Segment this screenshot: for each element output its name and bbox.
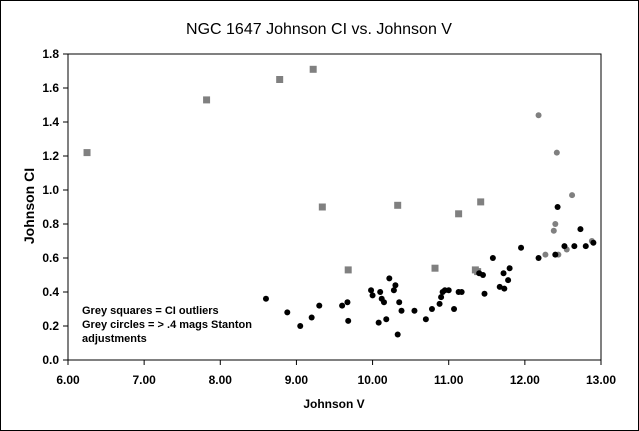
x-axis-label: Johnson V xyxy=(303,397,364,411)
plot-area xyxy=(67,53,602,361)
data-point-square xyxy=(276,76,284,83)
data-point-black-circle xyxy=(518,244,525,251)
data-point-square xyxy=(318,203,326,211)
data-point-black-circle xyxy=(496,283,503,290)
x-axis: 6.00 7.00 8.00 9.00 10.00 11.00 12.00 13.00 xyxy=(56,360,616,387)
data-point-black-circle xyxy=(458,289,465,295)
data-point-square xyxy=(344,266,352,274)
data-point-black-circle xyxy=(554,204,561,210)
data-point-square xyxy=(309,65,317,73)
data-point-square xyxy=(83,149,91,157)
data-point-square xyxy=(455,210,463,218)
data-point-black-circle xyxy=(398,307,405,314)
y-tick-label: 1.2 xyxy=(42,149,59,163)
data-point-black-circle xyxy=(561,243,568,250)
chart-title: NGC 1647 Johnson CI vs. Johnson V xyxy=(186,21,452,38)
data-point-black-circle xyxy=(481,290,488,297)
data-point-grey-circle xyxy=(542,251,549,258)
data-point-black-circle xyxy=(377,289,384,295)
data-point-black-circle xyxy=(339,302,346,309)
data-point-black-circle xyxy=(390,287,397,294)
data-point-square xyxy=(203,96,211,104)
y-tick-label: 1.4 xyxy=(42,115,59,129)
data-point-square xyxy=(431,264,439,272)
data-point-black-circle xyxy=(577,226,584,233)
data-point-black-circle xyxy=(380,299,387,306)
data-point-black-circle xyxy=(422,316,429,323)
data-point-black-circle xyxy=(479,272,486,278)
data-point-grey-circle xyxy=(535,112,542,119)
x-tick-label: 11.00 xyxy=(434,373,464,387)
x-tick-label: 12.00 xyxy=(510,373,540,387)
data-point-black-circle xyxy=(445,287,452,294)
data-point-black-circle xyxy=(552,251,559,258)
x-tick-label: 6.00 xyxy=(56,373,80,387)
y-tick-label: 0.8 xyxy=(42,217,59,231)
data-point-black-circle xyxy=(262,295,269,302)
data-point-black-circle xyxy=(500,270,507,277)
y-tick-label: 1.0 xyxy=(42,183,59,197)
data-point-black-circle xyxy=(308,314,315,321)
data-point-black-circle xyxy=(489,255,496,261)
x-tick-label: 9.00 xyxy=(285,373,309,387)
data-point-black-circle xyxy=(571,243,578,250)
y-tick-label: 0.2 xyxy=(42,319,59,333)
x-tick-label: 8.00 xyxy=(209,373,233,387)
x-tick-label: 13.00 xyxy=(586,373,616,387)
data-points xyxy=(83,65,597,338)
annotation-line-3: adjustments xyxy=(82,333,147,345)
data-point-black-circle xyxy=(383,316,390,323)
data-point-black-circle xyxy=(506,265,513,272)
data-point-square xyxy=(477,198,485,206)
y-tick-label: 1.8 xyxy=(42,47,59,61)
data-point-black-circle xyxy=(501,285,508,292)
data-point-black-circle xyxy=(535,255,542,261)
data-point-black-circle xyxy=(316,302,323,309)
data-point-black-circle xyxy=(394,331,401,338)
data-point-black-circle xyxy=(386,275,393,282)
y-tick-label: 0.0 xyxy=(42,353,59,367)
data-point-black-circle xyxy=(284,309,291,316)
data-point-black-circle xyxy=(451,306,458,312)
data-point-black-circle xyxy=(344,299,351,306)
y-tick-label: 1.6 xyxy=(42,81,59,95)
data-point-black-circle xyxy=(392,282,399,289)
data-point-black-circle xyxy=(375,319,382,326)
annotation-line-2: Grey circles = > .4 mags Stanton xyxy=(82,319,252,331)
data-point-black-circle xyxy=(438,294,445,301)
y-tick-label: 0.6 xyxy=(42,251,59,265)
data-point-square xyxy=(394,201,402,209)
data-point-grey-circle xyxy=(553,149,560,156)
data-point-black-circle xyxy=(428,306,435,312)
data-point-black-circle xyxy=(345,317,352,324)
annotation-box: Grey squares = CI outliers Grey circles … xyxy=(82,305,252,345)
data-point-black-circle xyxy=(368,287,375,294)
x-tick-label: 7.00 xyxy=(132,373,156,387)
data-point-grey-circle xyxy=(552,221,559,227)
data-point-black-circle xyxy=(590,239,597,246)
data-point-black-circle xyxy=(297,323,304,329)
y-axis-label: Johnson CI xyxy=(21,168,37,244)
data-point-black-circle xyxy=(396,299,403,306)
annotation-line-1: Grey squares = CI outliers xyxy=(82,305,219,317)
data-point-grey-circle xyxy=(550,227,557,234)
data-point-black-circle xyxy=(411,307,418,314)
data-point-black-circle xyxy=(582,243,589,250)
x-tick-label: 10.00 xyxy=(358,373,388,387)
data-point-black-circle xyxy=(505,277,512,284)
data-point-grey-circle xyxy=(569,192,576,199)
y-axis: 0.0 0.2 0.4 0.6 0.8 1.0 1.2 1.4 1.6 1.8 xyxy=(42,47,68,367)
plot-border xyxy=(67,53,602,361)
data-point-black-circle xyxy=(369,292,376,299)
y-tick-label: 0.4 xyxy=(42,285,59,299)
data-point-black-circle xyxy=(436,300,443,307)
